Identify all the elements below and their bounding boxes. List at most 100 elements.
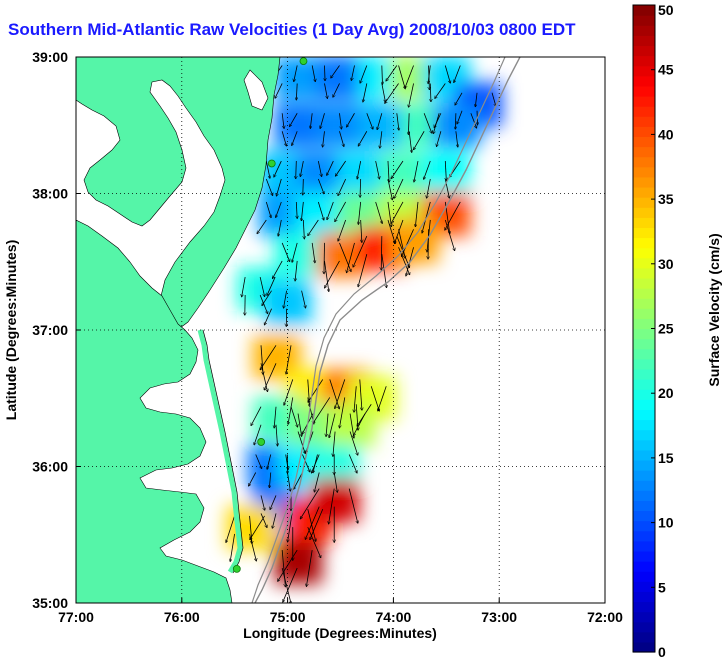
colorbar-segment (633, 15, 655, 26)
speed-cell (337, 151, 386, 196)
current-vector (381, 254, 387, 287)
current-vector (302, 454, 309, 472)
current-vector (457, 110, 463, 124)
current-vector (335, 160, 346, 176)
colorbar-segment (633, 116, 655, 127)
speed-cell (316, 57, 365, 100)
current-vector (249, 472, 257, 486)
current-vector (339, 397, 346, 427)
current-vector (324, 83, 328, 98)
current-vector (307, 526, 321, 558)
colorbar-tick-label: 50 (658, 2, 674, 18)
current-vector (375, 201, 383, 223)
colorbar-segment (633, 520, 655, 532)
colorbar-segment (633, 55, 655, 67)
current-vector (249, 533, 257, 561)
current-vector (414, 131, 425, 149)
current-vector (226, 515, 235, 542)
colorbar-segment (633, 288, 655, 299)
colorbar-segment (633, 561, 655, 572)
current-vector (267, 276, 276, 295)
current-vector (284, 379, 294, 405)
colorbar-segment (633, 35, 655, 47)
current-vector (325, 65, 326, 80)
current-vector (391, 160, 404, 179)
current-vector (311, 242, 315, 263)
mainland-landmass (76, 219, 233, 603)
colorbar-segment (633, 348, 655, 360)
current-vector (360, 179, 361, 197)
current-vector (358, 201, 362, 224)
current-vector (388, 161, 389, 182)
current-vector (491, 92, 496, 106)
current-vector (427, 178, 431, 198)
colorbar-segment (633, 449, 655, 461)
colorbar-segment (633, 186, 655, 198)
current-vector (301, 201, 304, 221)
colorbar-tick-label: 35 (658, 191, 674, 207)
colorbar-segment (633, 318, 655, 330)
x-tick-label: 74:00 (375, 609, 411, 625)
current-vector (409, 83, 414, 107)
current-vector (264, 308, 272, 325)
current-vector (295, 260, 298, 281)
current-vector (288, 397, 294, 424)
current-vector (257, 219, 267, 234)
current-vector (444, 65, 450, 82)
y-tick-label: 38:00 (32, 186, 68, 202)
current-vector (331, 65, 340, 77)
current-vector (305, 506, 320, 540)
current-vector (381, 83, 386, 101)
current-vector (349, 431, 358, 456)
colorbar-segment (633, 156, 655, 168)
current-vector (333, 83, 340, 97)
colorbar-segment (633, 530, 655, 542)
current-vector (359, 379, 362, 410)
colorbar-segment (633, 237, 655, 249)
current-vector (424, 160, 431, 179)
current-vector (323, 131, 325, 147)
colorbar-tick-label: 15 (658, 450, 674, 466)
current-vector (310, 508, 324, 540)
current-vector (250, 515, 265, 540)
current-vector (454, 65, 461, 82)
colorbar-segment (633, 166, 655, 178)
current-vector (430, 83, 431, 101)
current-vector (311, 65, 315, 81)
current-vector (296, 201, 297, 218)
outer-banks (197, 329, 243, 574)
current-vector (391, 201, 404, 224)
colorbar-segment (633, 227, 655, 239)
colorbar-tick-label: 5 (658, 579, 666, 595)
velocity-field (226, 57, 503, 603)
current-vector (408, 113, 409, 134)
current-vector (338, 178, 347, 195)
y-tick-label: 35:00 (32, 595, 68, 611)
x-axis-title: Longitude (Degrees:Minutes) (243, 625, 437, 641)
current-vector (435, 83, 446, 98)
colorbar-segment (633, 136, 655, 148)
current-vector (251, 406, 262, 426)
colorbar-tick-label: 25 (658, 321, 674, 337)
current-vector (288, 509, 294, 542)
current-vector (375, 160, 380, 179)
current-vector (415, 201, 419, 227)
colorbar-segment (633, 601, 655, 613)
current-vector (360, 65, 368, 83)
current-vector (329, 488, 335, 524)
current-vector (242, 276, 246, 297)
current-vector (286, 345, 292, 374)
current-vector (380, 131, 383, 148)
colorbar-tick-label: 0 (658, 644, 666, 659)
speed-cell (274, 103, 323, 148)
current-vector (402, 229, 414, 256)
current-vector (317, 201, 323, 220)
current-vector (290, 406, 298, 427)
current-vector (444, 219, 454, 251)
current-vector (455, 113, 456, 129)
current-vector (382, 65, 383, 84)
colorbar-segment (633, 5, 655, 16)
current-vector (338, 219, 347, 241)
current-vector (455, 131, 458, 147)
colorbar-segment (633, 368, 655, 380)
